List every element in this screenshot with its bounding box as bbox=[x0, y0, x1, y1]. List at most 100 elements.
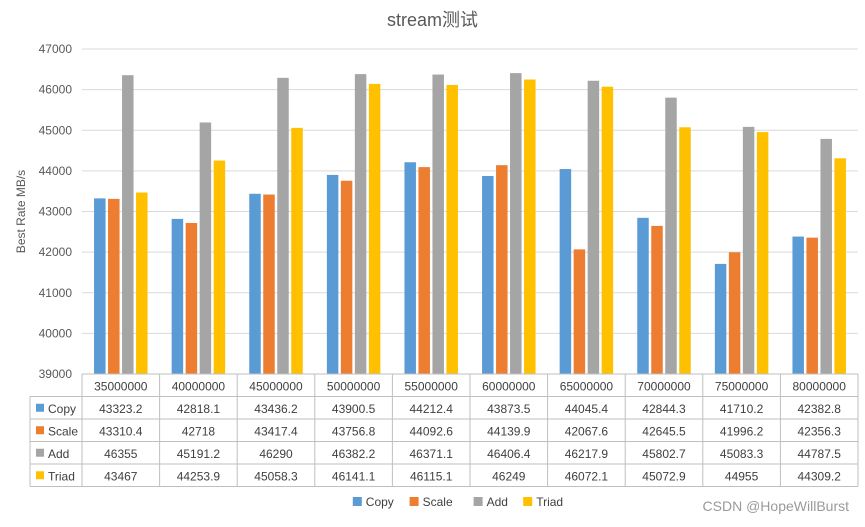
data-label: 43467 bbox=[104, 469, 138, 483]
legend-label: Triad bbox=[536, 495, 563, 509]
data-label: 44092.6 bbox=[410, 424, 454, 438]
bar-scale bbox=[573, 249, 586, 374]
legend-swatch-add bbox=[473, 497, 483, 506]
data-label: 44139.9 bbox=[487, 424, 531, 438]
y-tick-label: 43000 bbox=[39, 205, 73, 219]
bar-triad bbox=[368, 83, 381, 374]
data-label: 42356.3 bbox=[798, 424, 842, 438]
y-tick-label: 40000 bbox=[39, 326, 73, 340]
data-label: 44955 bbox=[725, 469, 759, 483]
table-key-scale bbox=[36, 426, 44, 435]
table-key-triad bbox=[36, 471, 44, 480]
bar-triad bbox=[756, 132, 769, 374]
data-label: 46217.9 bbox=[565, 447, 609, 461]
bar-scale bbox=[496, 165, 508, 374]
legend-swatch-triad bbox=[523, 497, 533, 506]
data-label: 45083.3 bbox=[720, 447, 764, 461]
bar-copy bbox=[249, 193, 261, 374]
bar-scale bbox=[728, 252, 741, 374]
data-label: 46406.4 bbox=[487, 447, 531, 461]
bar-add bbox=[742, 126, 755, 374]
table-series-name: Copy bbox=[48, 402, 76, 416]
data-label: 44253.9 bbox=[177, 469, 221, 483]
y-tick-label: 45000 bbox=[39, 123, 73, 137]
x-tick-label: 55000000 bbox=[405, 379, 459, 393]
data-label: 43417.4 bbox=[254, 424, 298, 438]
bar-triad bbox=[446, 84, 458, 374]
y-axis-label: Best Rate MB/s bbox=[14, 170, 28, 253]
bar-add bbox=[354, 74, 367, 375]
data-label: 46355 bbox=[104, 447, 138, 461]
bar-add bbox=[587, 80, 600, 374]
bar-triad bbox=[524, 79, 536, 375]
bar-triad bbox=[679, 127, 691, 374]
x-tick-label: 80000000 bbox=[793, 379, 847, 393]
x-tick-label: 75000000 bbox=[715, 379, 769, 393]
bar-add bbox=[432, 74, 444, 374]
data-label: 43756.8 bbox=[332, 424, 376, 438]
data-label: 42067.6 bbox=[565, 424, 609, 438]
bar-triad bbox=[136, 192, 148, 374]
bar-scale bbox=[185, 222, 198, 374]
bar-add bbox=[277, 77, 289, 374]
bar-add bbox=[665, 97, 677, 374]
data-label: 46382.2 bbox=[332, 447, 376, 461]
bar-scale bbox=[340, 180, 353, 374]
x-tick-label: 45000000 bbox=[249, 379, 303, 393]
bar-scale bbox=[263, 194, 275, 374]
data-label: 46371.1 bbox=[410, 447, 454, 461]
watermark: CSDN @HopeWillBurst bbox=[702, 498, 849, 514]
data-label: 44787.5 bbox=[798, 447, 842, 461]
bar-triad bbox=[834, 158, 846, 374]
data-label: 42818.1 bbox=[177, 402, 221, 416]
data-label: 44212.4 bbox=[410, 402, 454, 416]
data-label: 42645.5 bbox=[642, 424, 686, 438]
data-label: 43900.5 bbox=[332, 402, 376, 416]
y-tick-label: 39000 bbox=[39, 367, 73, 381]
table-series-name: Scale bbox=[48, 424, 78, 438]
bar-copy bbox=[559, 169, 572, 374]
x-tick-label: 70000000 bbox=[637, 379, 691, 393]
data-label: 43873.5 bbox=[487, 402, 531, 416]
data-label: 46072.1 bbox=[565, 469, 609, 483]
legend-label: Scale bbox=[423, 495, 453, 509]
chart-title: stream测试 bbox=[386, 10, 478, 30]
bar-copy bbox=[404, 162, 416, 374]
legend-swatch-copy bbox=[352, 497, 362, 506]
data-label: 46141.1 bbox=[332, 469, 376, 483]
data-label: 45191.2 bbox=[177, 447, 221, 461]
bar-add bbox=[122, 75, 134, 374]
data-label: 45058.3 bbox=[254, 469, 298, 483]
data-label: 46115.1 bbox=[410, 469, 453, 483]
bar-scale bbox=[651, 225, 663, 374]
y-tick-label: 44000 bbox=[39, 164, 73, 178]
x-tick-label: 40000000 bbox=[172, 379, 226, 393]
bar-copy bbox=[171, 218, 184, 374]
table-key-add bbox=[36, 448, 44, 457]
bar-copy bbox=[714, 263, 727, 374]
bar-scale bbox=[418, 167, 430, 374]
data-label: 42844.3 bbox=[642, 402, 686, 416]
data-label: 43310.4 bbox=[99, 424, 143, 438]
table-key-copy bbox=[36, 403, 44, 412]
data-label: 45072.9 bbox=[642, 469, 686, 483]
bar-copy bbox=[637, 217, 649, 374]
bar-copy bbox=[326, 174, 339, 374]
data-label: 44045.4 bbox=[565, 402, 609, 416]
data-label: 45802.7 bbox=[642, 447, 686, 461]
data-label: 41996.2 bbox=[720, 424, 764, 438]
bar-triad bbox=[291, 127, 303, 374]
bar-scale bbox=[108, 198, 120, 374]
data-label: 43323.2 bbox=[99, 402, 143, 416]
bar-add bbox=[510, 73, 522, 375]
bar-copy bbox=[482, 176, 494, 374]
y-tick-label: 42000 bbox=[39, 245, 73, 259]
y-tick-label: 46000 bbox=[39, 83, 73, 97]
bar-copy bbox=[94, 198, 106, 374]
x-tick-label: 65000000 bbox=[560, 379, 614, 393]
data-label: 42382.8 bbox=[798, 402, 842, 416]
bar-copy bbox=[792, 236, 804, 374]
data-label: 43436.2 bbox=[254, 402, 298, 416]
bar-triad bbox=[213, 160, 226, 374]
